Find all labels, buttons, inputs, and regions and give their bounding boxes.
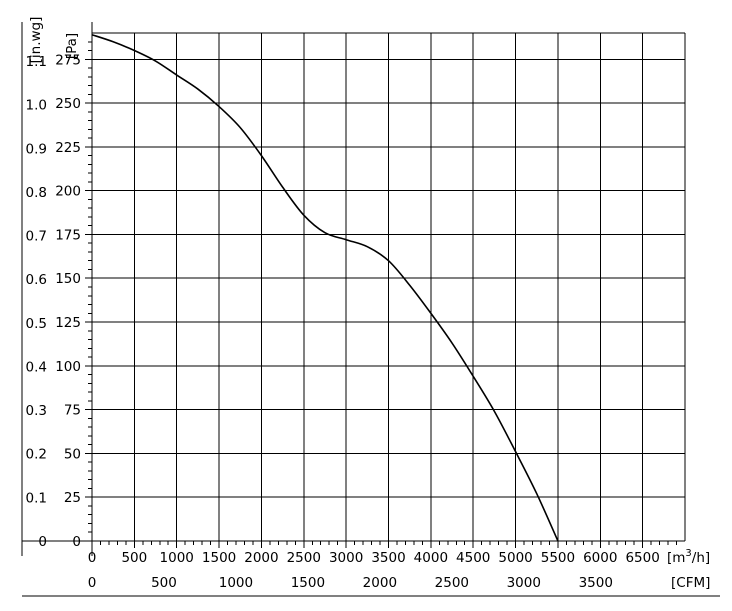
y-tick-label-inwg: 0.6	[26, 272, 47, 288]
x-tick-label-m3h: 2500	[287, 550, 321, 566]
curve-data-point	[557, 540, 559, 542]
y-tick-label-pa: 150	[55, 271, 81, 287]
y-tick-label-inwg: 0.7	[26, 229, 47, 245]
x-tick-label-m3h: 500	[121, 550, 147, 566]
x-tick-label-m3h: 5500	[541, 550, 575, 566]
y-tick-label-inwg: 1.0	[26, 98, 47, 114]
curve-data-point	[472, 376, 474, 378]
y-tick-label-inwg: 0.3	[26, 403, 47, 419]
tick-labels: 0 25 50 75 100 125 150 175 200 225 250 275 0 0.1 0.2 0.…	[26, 17, 711, 591]
axes	[21, 22, 720, 597]
fan-curve-line	[91, 33, 559, 542]
y-tick-label-pa: 125	[55, 315, 81, 331]
y-tick-label-pa: 175	[55, 227, 81, 243]
y-tick-label-inwg: 0.5	[26, 316, 47, 332]
y-tick-label-pa: 0	[72, 534, 81, 550]
y-tick-label-pa: 200	[55, 184, 81, 200]
x-tick-label-m3h: 6000	[583, 550, 617, 566]
curve-data-point	[430, 312, 432, 314]
y-tick-label-inwg: 0.4	[26, 359, 47, 375]
curve-data-point	[176, 74, 178, 76]
curve-data-point	[261, 155, 263, 157]
y-tick-label-inwg: 0.9	[26, 141, 47, 157]
x-tick-label-m3h: 6500	[625, 550, 659, 566]
x-unit-label-m3h: [m3/h]	[667, 548, 710, 566]
y-tick-label-pa: 75	[64, 403, 81, 419]
y-tick-label-pa: 275	[55, 52, 81, 68]
y-tick-label-pa: 100	[55, 359, 81, 375]
curve-data-point	[197, 88, 199, 90]
x-tick-label-m3h: 1500	[202, 550, 236, 566]
curve-data-point	[388, 260, 390, 262]
x-tick-label-cfm: 500	[151, 575, 177, 591]
y-tick-label-pa: 250	[55, 96, 81, 112]
y-tick-label-pa: 225	[55, 140, 81, 156]
curve-data-point	[409, 284, 411, 286]
curve-layer	[91, 33, 559, 542]
curve-data-point	[112, 41, 114, 43]
curve-data-point	[282, 186, 284, 188]
x-tick-label-cfm: 2500	[435, 575, 469, 591]
grid	[92, 32, 686, 541]
x-tick-label-cfm: 1500	[291, 575, 325, 591]
x-unit-label-cfm: [CFM]	[671, 575, 710, 591]
x-tick-label-cfm: 3000	[507, 575, 541, 591]
curve-data-point	[155, 60, 157, 62]
curve-data-point	[536, 493, 538, 495]
y-unit-label-pa: [Pa]	[64, 33, 80, 59]
y-unit-label-inwg: [in.wg]	[28, 17, 44, 64]
curve-data-point	[239, 127, 241, 129]
y-tick-label-pa: 50	[64, 446, 81, 462]
x-tick-label-m3h: 2000	[244, 550, 278, 566]
y-tick-label-pa: 25	[64, 490, 81, 506]
x-tick-label-cfm: 0	[88, 575, 97, 591]
curve-data-point	[218, 106, 220, 108]
x-tick-label-cfm: 2000	[363, 575, 397, 591]
y-tick-label-inwg: 0.8	[26, 185, 47, 201]
x-tick-label-cfm: 3500	[579, 575, 613, 591]
curve-data-point	[91, 34, 93, 36]
y-tick-label-inwg: 0	[38, 534, 47, 550]
curve-data-point	[515, 451, 517, 453]
curve-data-point	[451, 342, 453, 344]
x-tick-label-m3h: 0	[88, 550, 97, 566]
y-tick-label-inwg: 1.1	[26, 54, 47, 70]
y-tick-label-inwg: 0.1	[26, 490, 47, 506]
curve-data-point	[324, 232, 326, 234]
curve-data-point	[367, 246, 369, 248]
x-tick-label-m3h: 1000	[160, 550, 194, 566]
curve-data-point	[134, 50, 136, 52]
x-tick-label-m3h: 3500	[371, 550, 405, 566]
x-tick-label-m3h: 4000	[414, 550, 448, 566]
y-tick-label-inwg: 0.2	[26, 447, 47, 463]
curve-data-point	[345, 239, 347, 241]
x-tick-label-m3h: 5000	[498, 550, 532, 566]
curve-data-point	[494, 411, 496, 413]
x-tick-label-m3h: 4500	[456, 550, 490, 566]
x-tick-label-m3h: 3000	[329, 550, 363, 566]
x-tick-label-cfm: 1000	[219, 575, 253, 591]
curve-data-point	[303, 214, 305, 216]
